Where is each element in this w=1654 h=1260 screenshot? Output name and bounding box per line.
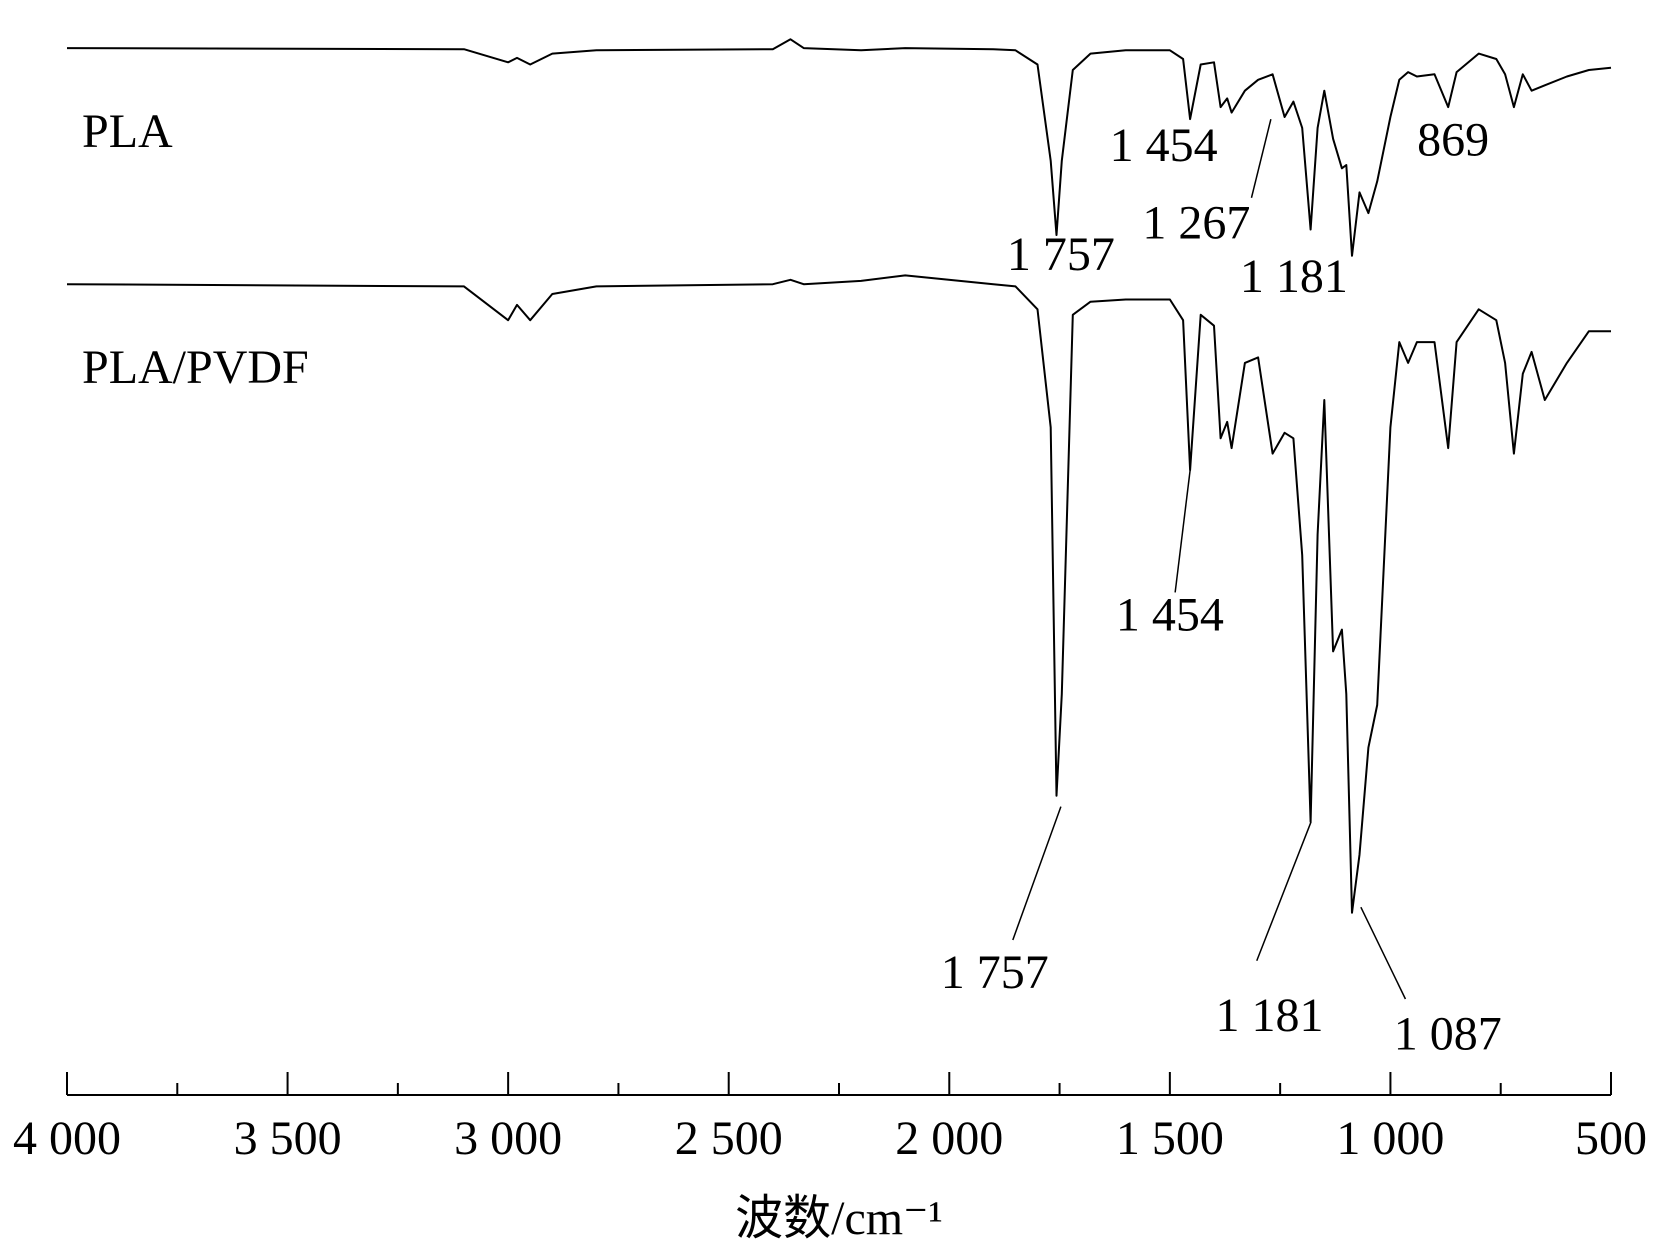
x-tick-label: 1 000 xyxy=(1336,1112,1444,1165)
series-label: PLA xyxy=(82,105,173,158)
spectrum-line xyxy=(66,38,1612,257)
peak-label: 1 267 xyxy=(1142,196,1250,249)
x-axis-label: 波数/cm⁻¹ xyxy=(735,1192,943,1245)
leader-line xyxy=(1256,821,1312,962)
leader-line xyxy=(1360,906,1407,1000)
peak-label: 1 757 xyxy=(1007,228,1115,281)
x-tick-label: 1 500 xyxy=(1116,1112,1224,1165)
peak-label: 1 757 xyxy=(941,946,1049,999)
x-tick-label: 3 000 xyxy=(454,1112,562,1165)
peak-label: 869 xyxy=(1417,113,1489,166)
x-tick-label: 2 500 xyxy=(675,1112,783,1165)
leader-line xyxy=(1174,469,1191,593)
peak-label: 1 181 xyxy=(1240,250,1348,303)
spectrum-line xyxy=(66,274,1611,914)
leader-line xyxy=(1250,118,1272,199)
peak-label: 1 181 xyxy=(1216,989,1324,1042)
x-tick-label: 500 xyxy=(1575,1112,1647,1165)
peak-label: 1 087 xyxy=(1394,1007,1502,1060)
leader-line xyxy=(1012,806,1062,941)
peak-label: 1 454 xyxy=(1116,589,1224,642)
x-tick-label: 3 500 xyxy=(234,1112,342,1165)
peak-label: 1 454 xyxy=(1110,119,1218,172)
series-label: PLA/PVDF xyxy=(82,341,309,394)
x-tick-label: 4 000 xyxy=(13,1112,121,1165)
x-tick-label: 2 000 xyxy=(895,1112,1003,1165)
